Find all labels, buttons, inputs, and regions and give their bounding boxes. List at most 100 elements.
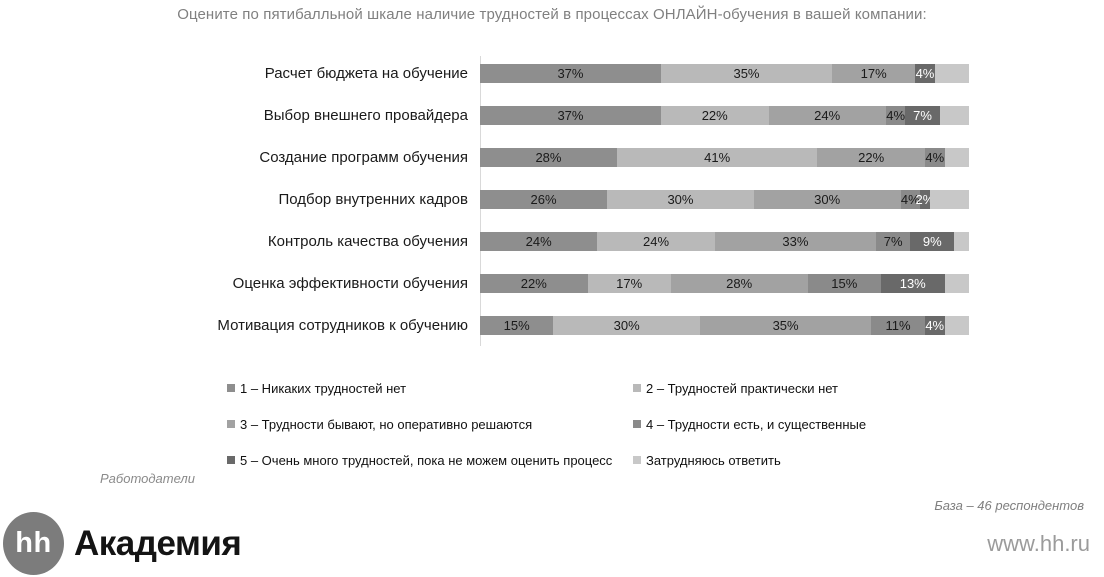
chart-legend: 1 – Никаких трудностей нет 2 – Трудносте…	[227, 381, 866, 468]
legend-label-dk: Затрудняюсь ответить	[646, 453, 781, 468]
bar-segment: 9%	[910, 232, 955, 251]
bar-segment	[944, 148, 969, 167]
bar-segment: 4%	[915, 64, 935, 83]
bar-segment	[934, 64, 969, 83]
audience-note: Работодатели	[100, 471, 195, 486]
bar-segment: 28%	[670, 274, 808, 293]
bar-segment	[954, 232, 969, 251]
bar-row: Подбор внутренних кадров 26% 30% 30% 4% 2%	[0, 190, 969, 209]
category-label: Создание программ обучения	[259, 149, 468, 166]
legend-label-1: 1 – Никаких трудностей нет	[240, 381, 407, 396]
bar-segment: 17%	[587, 274, 671, 293]
segment-value-label: 41%	[704, 150, 731, 165]
bar-segment: 28%	[480, 148, 617, 167]
legend-label-2: 2 – Трудностей практически нет	[646, 381, 838, 396]
bar-segment: 15%	[480, 316, 554, 335]
bar-segment: 37%	[480, 64, 661, 83]
category-label: Оценка эффективности обучения	[232, 275, 468, 292]
bar-segment: 7%	[876, 232, 911, 251]
bar-track: 28% 41% 22% 4%	[480, 148, 969, 167]
legend-swatch-1	[227, 384, 235, 392]
hh-logo-icon: hh	[3, 512, 64, 575]
legend-label-4: 4 – Трудности есть, и существенные	[646, 417, 867, 432]
category-label: Выбор внешнего провайдера	[263, 107, 468, 124]
legend-swatch-3	[227, 420, 235, 428]
bar-segment: 30%	[753, 190, 901, 209]
bar-segment: 30%	[553, 316, 701, 335]
bar-segment: 4%	[885, 106, 906, 125]
bar-rows: Расчет бюджета на обучение 37% 35% 17% 4% Выб…	[0, 64, 969, 358]
legend-label-3: 3 – Трудности бывают, но оперативно реша…	[240, 417, 533, 432]
segment-value-label: 4%	[925, 150, 945, 165]
segment-value-label: 4%	[915, 66, 935, 81]
legend-label-5: 5 – Очень много трудностей, пока не може…	[240, 453, 613, 468]
bar-segment: 22%	[660, 106, 769, 125]
bar-segment: 24%	[480, 232, 598, 251]
segment-value-label: 4%	[886, 108, 906, 123]
legend-swatch-dk	[633, 456, 641, 464]
segment-value-label: 35%	[772, 318, 799, 333]
segment-value-label: 2%	[915, 192, 935, 207]
bar-segment: 30%	[607, 190, 754, 209]
bar-segment: 13%	[880, 274, 945, 293]
bar-segment	[929, 190, 969, 209]
segment-value-label: 24%	[525, 234, 552, 249]
legend-item-5: 5 – Очень много трудностей, пока не може…	[227, 453, 633, 468]
bar-segment: 17%	[832, 64, 916, 83]
bar-segment: 22%	[480, 274, 588, 293]
segment-value-label: 4%	[900, 192, 920, 207]
bar-segment: 7%	[905, 106, 940, 125]
segment-value-label: 30%	[667, 192, 694, 207]
sample-base-note: База – 46 респондентов	[934, 498, 1084, 513]
segment-value-label: 15%	[831, 276, 858, 291]
segment-value-label: 22%	[520, 276, 547, 291]
bar-segment: 35%	[700, 316, 872, 335]
segment-value-label: 7%	[913, 108, 932, 123]
category-label: Расчет бюджета на обучение	[264, 65, 468, 82]
bar-track: 15% 30% 35% 11% 4%	[480, 316, 969, 335]
bar-segment: 26%	[480, 190, 608, 209]
bar-row: Расчет бюджета на обучение 37% 35% 17% 4%	[0, 64, 969, 83]
segment-value-label: 24%	[643, 234, 670, 249]
legend-item-3: 3 – Трудности бывают, но оперативно реша…	[227, 417, 633, 432]
bar-row: Создание программ обучения 28% 41% 22% 4%	[0, 148, 969, 167]
bar-row: Мотивация сотрудников к обучению 15% 30% 35…	[0, 316, 969, 335]
segment-value-label: 24%	[814, 108, 841, 123]
bar-segment: 22%	[817, 148, 925, 167]
bar-segment: 37%	[480, 106, 661, 125]
bar-segment: 4%	[924, 148, 945, 167]
legend-swatch-4	[633, 420, 641, 428]
bar-row: Оценка эффективности обучения 22% 17% 28% 15…	[0, 274, 969, 293]
legend-item-dk: Затрудняюсь ответить	[633, 453, 866, 468]
bar-segment: 41%	[616, 148, 818, 167]
bar-segment	[944, 274, 969, 293]
logo-brand-text: Академия	[74, 523, 242, 563]
segment-value-label: 33%	[782, 234, 809, 249]
segment-value-label: 17%	[616, 276, 643, 291]
hh-academy-logo: hh Академия	[3, 512, 242, 575]
bar-segment: 35%	[660, 64, 833, 83]
segment-value-label: 7%	[883, 234, 903, 249]
bar-segment	[944, 316, 969, 335]
segment-value-label: 30%	[814, 192, 841, 207]
segment-value-label: 13%	[899, 276, 926, 291]
bar-row: Выбор внешнего провайдера 37% 22% 24% 4% 7%	[0, 106, 969, 125]
segment-value-label: 37%	[557, 108, 584, 123]
category-label: Подбор внутренних кадров	[278, 191, 468, 208]
website-link[interactable]: www.hh.ru	[987, 531, 1090, 556]
bar-segment: 4%	[900, 190, 921, 209]
segment-value-label: 15%	[503, 318, 530, 333]
bar-segment: 24%	[768, 106, 886, 125]
segment-value-label: 22%	[701, 108, 728, 123]
chart-title: Оцените по пятибалльной шкале наличие тр…	[177, 6, 927, 23]
segment-value-label: 17%	[860, 66, 887, 81]
legend-item-1: 1 – Никаких трудностей нет	[227, 381, 633, 396]
bar-segment: 33%	[714, 232, 877, 251]
legend-swatch-5	[227, 456, 235, 464]
segment-value-label: 4%	[925, 318, 945, 333]
bar-track: 37% 35% 17% 4%	[480, 64, 969, 83]
bar-track: 26% 30% 30% 4% 2%	[480, 190, 969, 209]
segment-value-label: 28%	[726, 276, 753, 291]
category-label: Мотивация сотрудников к обучению	[217, 317, 468, 334]
segment-value-label: 28%	[535, 150, 562, 165]
